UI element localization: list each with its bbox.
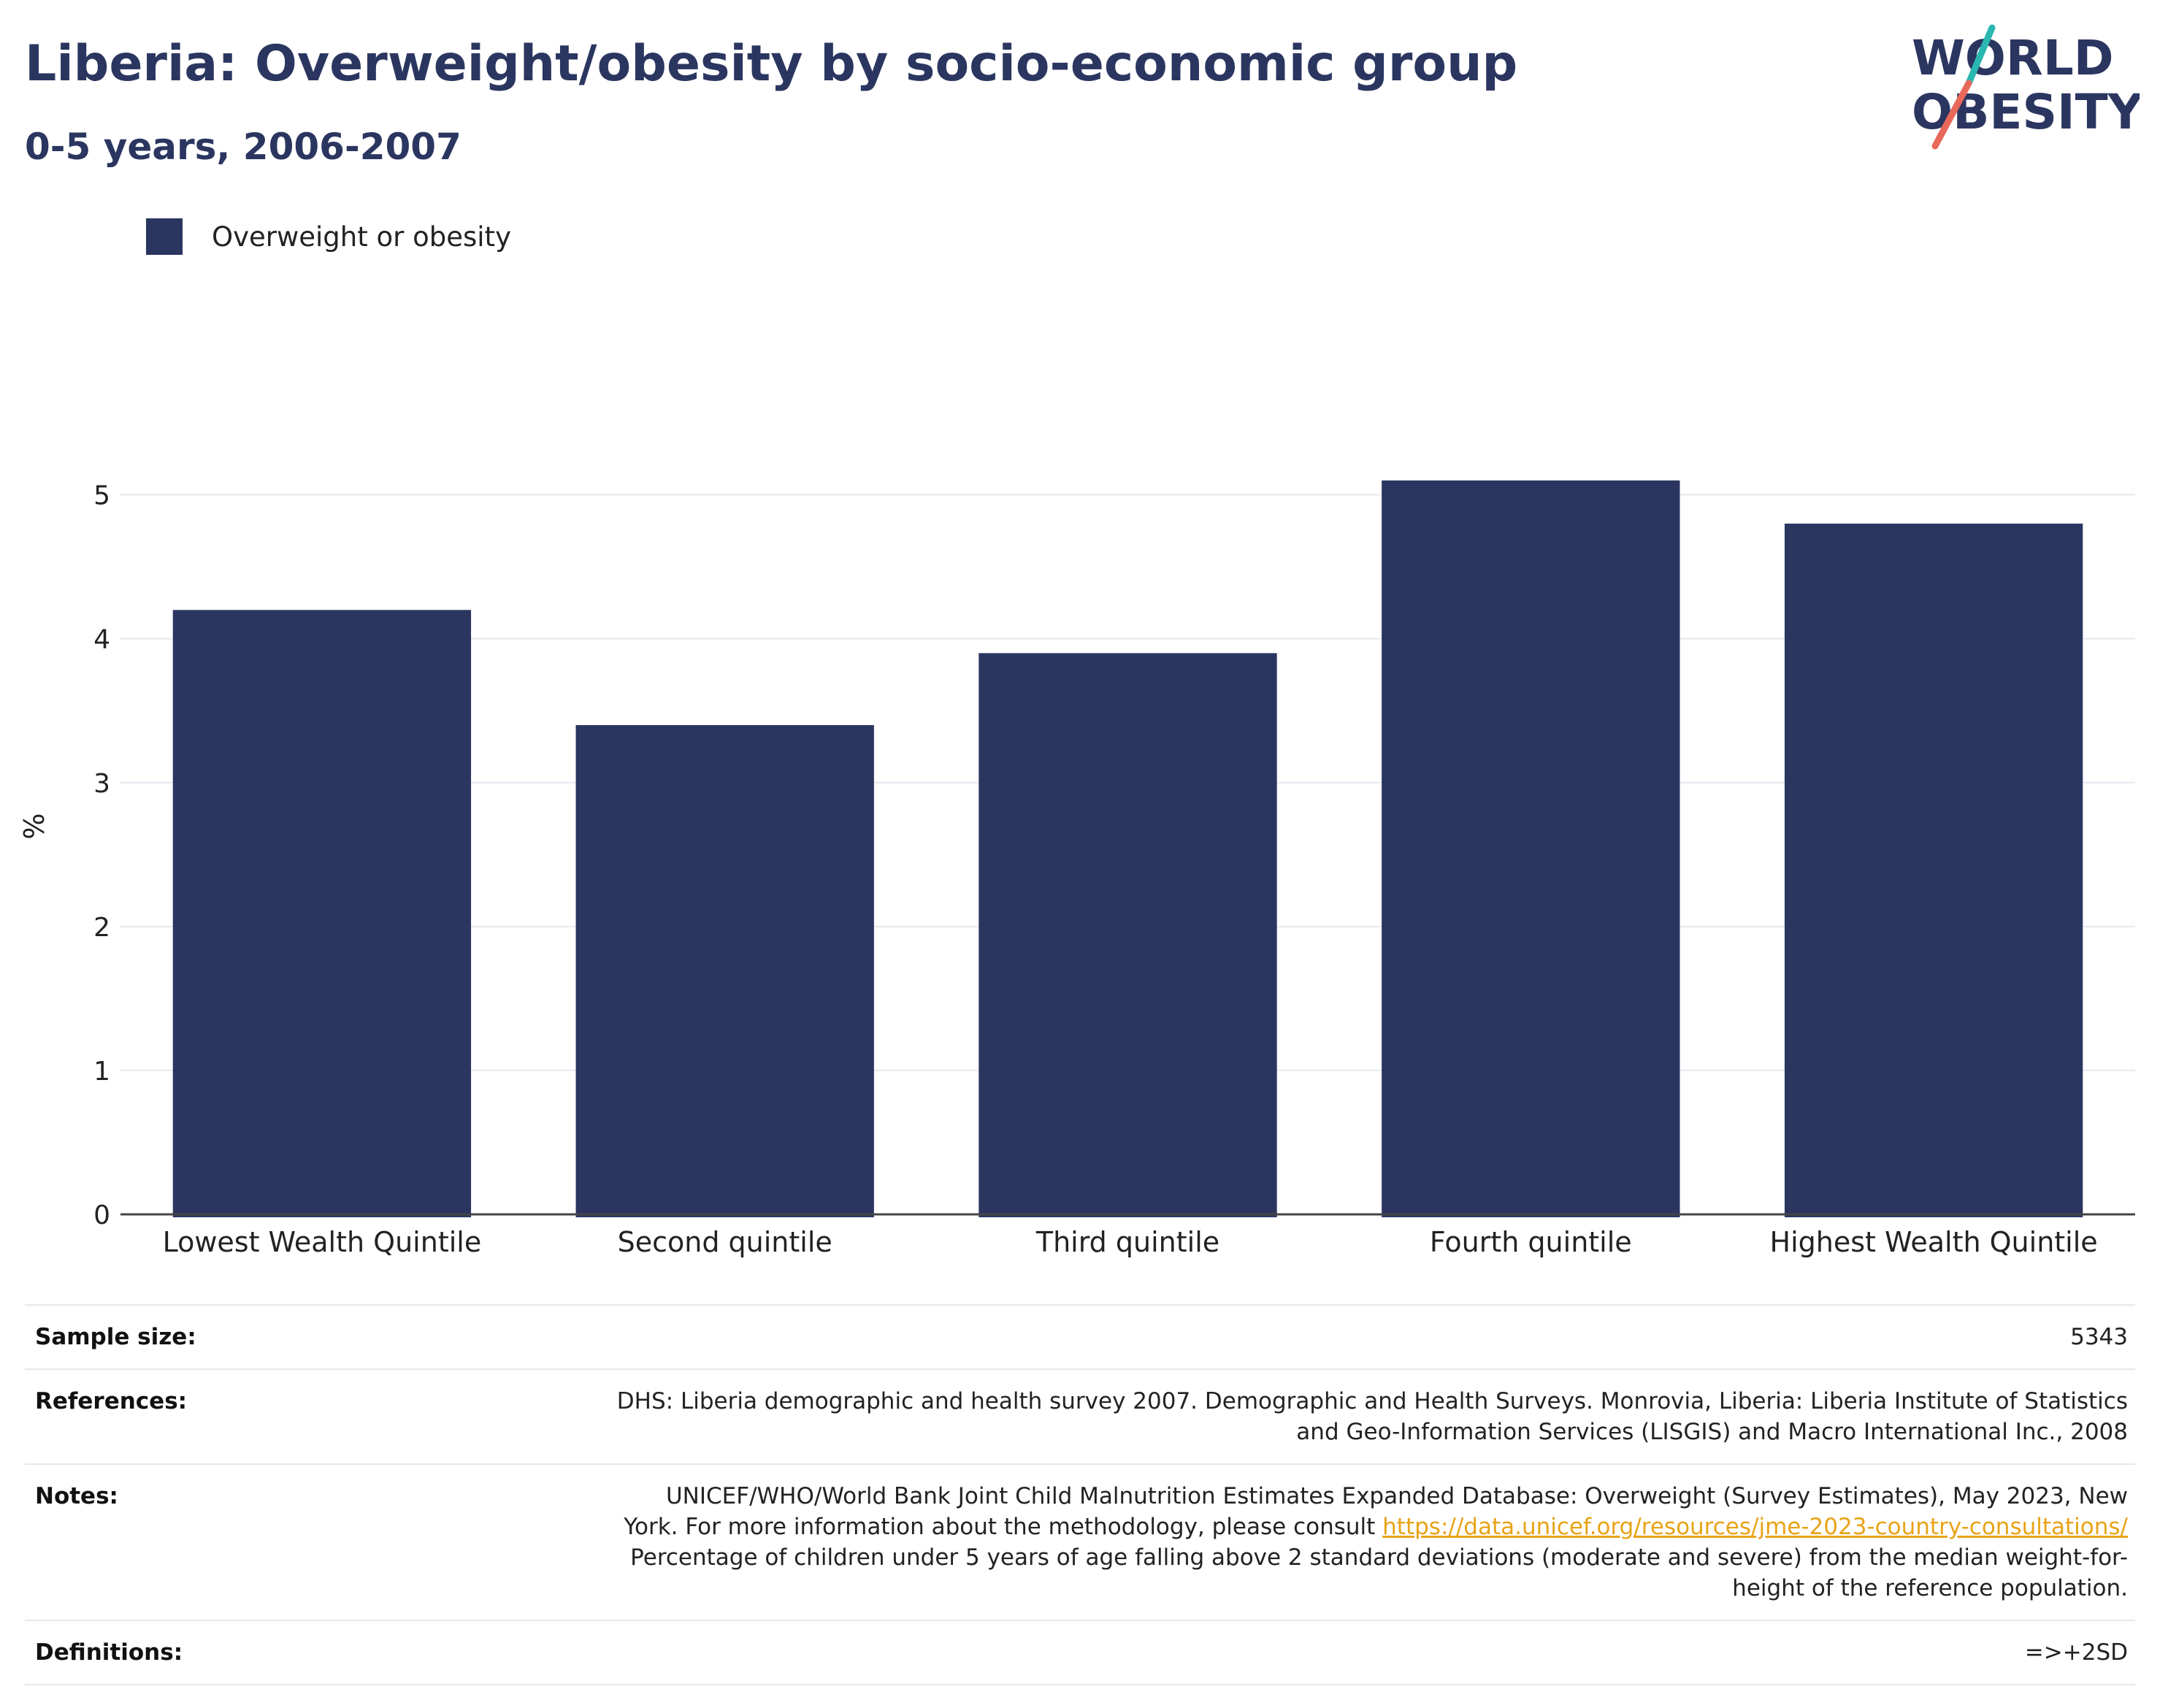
y-tick-labels: 0 1 2 3 4 5 (93, 481, 110, 1230)
references-line-1: DHS: Liberia demographic and health surv… (616, 1388, 2128, 1414)
notes-line-1: UNICEF/WHO/World Bank Joint Child Malnut… (665, 1483, 2128, 1509)
y-tick-label: 3 (93, 769, 110, 799)
legend-swatch (146, 218, 183, 255)
notes-line-3: Percentage of children under 5 years of … (630, 1544, 2128, 1571)
info-row-references: References: DHS: Liberia demographic and… (25, 1369, 2135, 1464)
notes-line-2-prefix: York. For more information about the met… (624, 1514, 1383, 1540)
y-tick-label: 4 (93, 625, 110, 655)
x-tick-label: Highest Wealth Quintile (1770, 1226, 2098, 1258)
logo-slash-bottom (1931, 80, 1972, 150)
info-row-sample-size: Sample size: 5343 (25, 1305, 2135, 1369)
y-tick-label: 5 (93, 481, 110, 511)
x-tick-labels: Lowest Wealth Quintile Second quintile Thi… (163, 1226, 2098, 1258)
bars (172, 480, 2083, 1217)
logo-slash-top (1965, 24, 1996, 87)
x-tick-label: Lowest Wealth Quintile (163, 1226, 482, 1258)
y-tick-label: 1 (93, 1057, 110, 1087)
bar[interactable] (1784, 524, 2083, 1217)
bar-chart: 0 1 2 3 4 5 Lowest Wealth Quintile Second quin… (18, 480, 2135, 1258)
y-tick-label: 0 (93, 1200, 110, 1230)
y-tick-label: 2 (93, 913, 110, 943)
notes-label: Notes: (35, 1483, 118, 1509)
sample-size-label: Sample size: (35, 1324, 196, 1350)
definitions-value: =>+2SD (2024, 1639, 2128, 1666)
x-tick-label: Second quintile (618, 1226, 832, 1258)
bar[interactable] (978, 653, 1277, 1217)
chart-subtitle: 0-5 years, 2006-2007 (25, 126, 462, 168)
bar[interactable] (1382, 480, 1680, 1217)
bar[interactable] (575, 724, 874, 1217)
info-table: Sample size: 5343 References: DHS: Liber… (25, 1304, 2135, 1685)
sample-size-value: 5343 (2070, 1324, 2128, 1350)
definitions-label: Definitions: (35, 1639, 183, 1666)
info-row-definitions: Definitions: =>+2SD (25, 1620, 2135, 1685)
legend: Overweight or obesity (146, 216, 511, 257)
references-label: References: (35, 1388, 188, 1414)
logo-text-world: WORLD (1912, 30, 2114, 86)
x-tick-label: Third quintile (1035, 1226, 1219, 1258)
info-row-notes: Notes: UNICEF/WHO/World Bank Joint Child… (25, 1464, 2135, 1620)
notes-methodology-link[interactable]: https://data.unicef.org/resources/jme-20… (1382, 1514, 2128, 1540)
notes-line-4: height of the reference population. (1732, 1575, 2128, 1601)
references-line-2: and Geo-Information Services (LISGIS) an… (1296, 1419, 2128, 1445)
notes-value: UNICEF/WHO/World Bank Joint Child Malnut… (478, 1464, 2135, 1620)
y-axis-label: % (18, 813, 50, 839)
chart-title: Liberia: Overweight/obesity by socio-eco… (25, 35, 1518, 93)
world-obesity-logo: WORLD OBESITY (1912, 24, 2140, 150)
bar[interactable] (172, 610, 472, 1217)
x-tick-label: Fourth quintile (1430, 1226, 1632, 1258)
legend-label: Overweight or obesity (212, 221, 511, 253)
references-value: DHS: Liberia demographic and health surv… (478, 1369, 2135, 1464)
